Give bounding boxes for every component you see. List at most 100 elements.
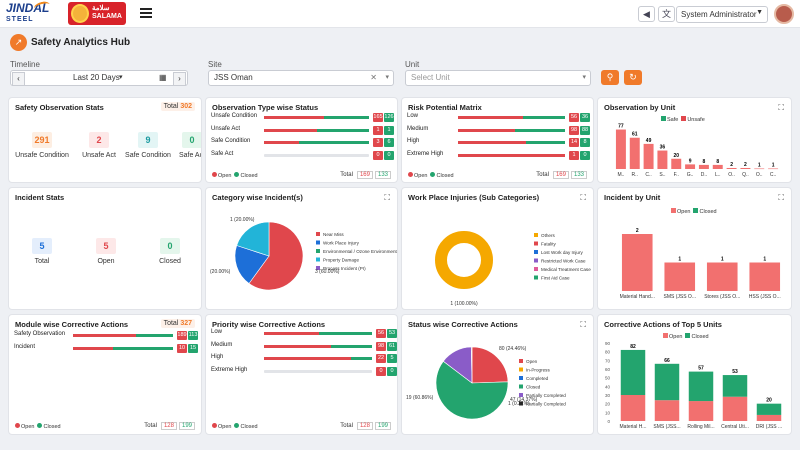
open-bar[interactable]	[756, 414, 782, 421]
megaphone-icon[interactable]: ◀	[638, 6, 655, 22]
bar[interactable]	[754, 168, 765, 170]
expand-icon[interactable]: ⛶	[778, 103, 784, 112]
closed-count: 15	[188, 343, 198, 353]
observation-by-unit-chart: 77 M.. 61 R.. 49 C.. 36 S.. 20 F.. 9 G.. 8 D.. 8 L.. 2 O.…	[615, 124, 779, 178]
progress-bar	[458, 153, 565, 157]
expand-icon[interactable]: ⛶	[580, 193, 586, 202]
risk-potential-matrix-card: Risk Potential Matrix Low 56 36 Medium 98 88 H…	[401, 97, 594, 183]
pie-slice[interactable]	[435, 231, 493, 289]
timeline-field[interactable]: ‹ Last 20 Days ▾ ▦ ›	[10, 70, 188, 86]
salama-logo[interactable]: سلامة SALAMA	[68, 2, 126, 25]
pie-slice[interactable]	[471, 346, 509, 384]
role-select[interactable]: System Administrator ▼	[676, 6, 768, 23]
stat-tile[interactable]: 2 Unsafe Act	[69, 130, 129, 159]
row-label: Incident	[14, 343, 36, 350]
stat-tile[interactable]: 9 Safe Condition	[118, 130, 178, 159]
data-label: 1	[721, 257, 724, 263]
reset-button[interactable]: ↻	[624, 70, 642, 85]
open-bar[interactable]	[688, 401, 714, 421]
bar[interactable]	[768, 168, 779, 170]
closed-bar[interactable]	[756, 403, 782, 415]
prev-icon[interactable]: ‹	[12, 72, 25, 86]
hamburger-menu-icon[interactable]	[140, 8, 152, 18]
next-icon[interactable]: ›	[173, 72, 186, 86]
avatar[interactable]	[774, 4, 794, 24]
progress-bar	[264, 116, 369, 119]
bar[interactable]	[749, 262, 781, 292]
open-bar[interactable]	[654, 400, 680, 421]
closed-count: 53	[387, 329, 397, 338]
bar[interactable]	[698, 164, 709, 169]
bar[interactable]	[726, 167, 737, 169]
bar[interactable]	[740, 167, 751, 169]
closed-bar[interactable]	[722, 375, 748, 397]
bar[interactable]	[671, 158, 682, 169]
tick-label: Material Hand...	[620, 294, 655, 300]
jindal-logo[interactable]: JINDAL STEEL	[6, 1, 50, 23]
expand-icon[interactable]: ⛶	[580, 320, 586, 329]
calendar-icon[interactable]: ▦	[159, 73, 167, 82]
stat-value: 0	[182, 132, 201, 148]
closed-count: 0	[384, 150, 394, 160]
clear-icon[interactable]: ✕	[370, 73, 377, 82]
bar[interactable]	[615, 129, 626, 169]
legend-label: Partially Completed	[526, 402, 566, 407]
chevron-down-icon: ▾	[119, 74, 123, 81]
pie-slice[interactable]	[435, 360, 509, 420]
tick-label: C..	[770, 172, 776, 178]
closed-bar[interactable]	[654, 363, 680, 401]
legend-label: Medical Treatment Case	[541, 267, 591, 272]
bar[interactable]	[657, 150, 668, 169]
pie-slice[interactable]	[234, 245, 270, 284]
stat-tile[interactable]: 0 Closed	[140, 236, 200, 265]
data-label: 1	[758, 162, 761, 168]
y-tick-label: 90	[605, 341, 611, 346]
closed-count: 5	[387, 354, 397, 363]
open-count: 56	[569, 113, 579, 122]
bar[interactable]	[685, 164, 696, 169]
stat-value: 5	[96, 238, 116, 254]
closed-bar[interactable]	[688, 371, 714, 402]
pie-slice[interactable]	[248, 221, 304, 291]
open-bar[interactable]	[722, 396, 748, 421]
status-corrective-actions-card: Status wise Corrective Actions ⛶ Open In-…	[401, 314, 594, 435]
site-select[interactable]: JSS Oman ✕ ▾	[208, 70, 394, 86]
legend-swatch	[534, 258, 538, 263]
bar[interactable]	[706, 262, 738, 292]
stat-tile[interactable]: 5 Total	[12, 236, 72, 265]
closed-count: 88	[580, 125, 590, 135]
bar[interactable]	[629, 137, 640, 169]
unit-select[interactable]: Select Unit ▾	[405, 70, 591, 86]
closed-bar[interactable]	[620, 349, 646, 395]
bar[interactable]	[664, 262, 696, 292]
data-label: 9	[689, 158, 692, 164]
stat-tile[interactable]: 5 Open	[76, 236, 136, 265]
row-label: Safe Condition	[211, 138, 251, 144]
expand-icon[interactable]: ⛶	[778, 193, 784, 202]
y-tick-label: 80	[605, 350, 611, 355]
legend-swatch	[534, 267, 538, 271]
open-fill	[264, 116, 324, 119]
expand-icon[interactable]: ⛶	[384, 193, 390, 202]
tick-label: Central Uti...	[721, 424, 749, 430]
stat-tile[interactable]: 0 Safe Act	[162, 130, 201, 159]
y-tick-label: 70	[605, 358, 611, 363]
search-button[interactable]: ⚲	[601, 70, 619, 85]
bar[interactable]	[621, 234, 653, 291]
open-count: 0	[373, 150, 383, 160]
language-icon[interactable]: 文	[658, 6, 675, 22]
pie-slice[interactable]	[236, 221, 270, 257]
open-bar[interactable]	[620, 395, 646, 421]
progress-bar	[264, 332, 372, 335]
y-tick-label: 10	[605, 410, 611, 415]
stat-tile[interactable]: 291 Unsafe Condition	[12, 130, 72, 159]
bar[interactable]	[712, 164, 723, 169]
stat-label: Closed	[159, 258, 181, 265]
footer-total: Total 128 199	[140, 422, 195, 430]
pie-slice[interactable]	[471, 346, 473, 384]
closed-count: 1	[384, 125, 394, 135]
incident-by-unit-card: Incident by Unit ⛶ Open Closed 2 Material …	[597, 187, 792, 310]
bar[interactable]	[643, 143, 654, 169]
open-fill	[264, 141, 299, 144]
total-badge: Total 302	[160, 102, 195, 111]
